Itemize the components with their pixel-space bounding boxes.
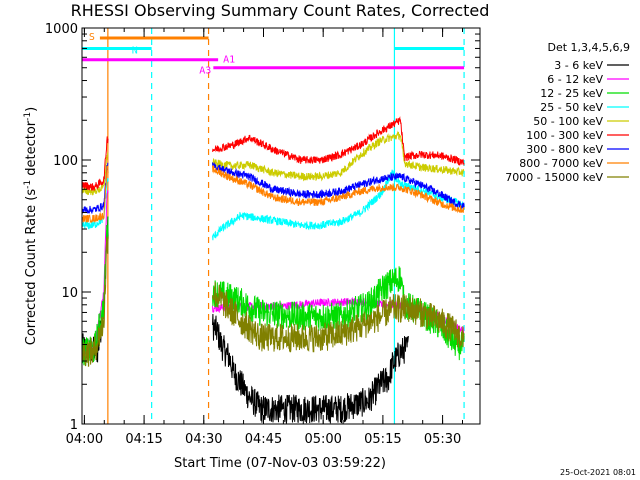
flag-label-a3: A3 [199, 66, 211, 77]
series-line-7 [81, 165, 109, 223]
legend-label: 7000 - 15000 keV [505, 171, 603, 184]
y-axis-label-end: ) [24, 107, 39, 112]
legend-title: Det 1,3,4,5,6,9 [547, 41, 630, 54]
chart-title: RHESSI Observing Summary Count Rates, Co… [71, 1, 490, 20]
x-axis-ticks: 04:00 04:15 04:30 04:45 05:00 05:15 05:30 [66, 28, 463, 447]
y-axis-label-mid: detector [24, 120, 39, 180]
series-line-8 [212, 282, 465, 353]
y-tick-label: 100 [53, 154, 78, 169]
x-tick-label: 05:30 [424, 432, 461, 447]
x-tick-label: 05:15 [364, 432, 401, 447]
y-axis-label-main: Corrected Count Rate (s [24, 189, 39, 346]
x-tick-label: 04:45 [245, 432, 282, 447]
flag-label-s: S [89, 32, 95, 43]
legend-label: 12 - 25 keV [540, 87, 603, 100]
flag-bars: S N A1 A3 [82, 32, 465, 77]
x-axis-label: Start Time (07-Nov-03 03:59:22) [174, 456, 386, 471]
series-line-5 [81, 136, 109, 191]
flag-label-a1: A1 [223, 55, 235, 66]
legend-label: 3 - 6 keV [554, 59, 603, 72]
legend-label: 800 - 7000 keV [519, 157, 603, 170]
plot-frame [81, 27, 481, 425]
y-tick-label: 1000 [45, 22, 78, 37]
y-axis-ticks: 1 10 100 1000 [45, 22, 480, 433]
legend-label: 50 - 100 keV [533, 115, 603, 128]
legend-label: 100 - 300 keV [526, 129, 603, 142]
x-tick-label: 05:00 [304, 432, 341, 447]
series-line-5 [212, 116, 465, 167]
series-line-0 [212, 313, 409, 424]
series-layer [81, 116, 465, 424]
y-axis-label-sup1: -1 [23, 180, 33, 189]
series-line-6 [212, 162, 465, 211]
series-line-4 [81, 152, 109, 196]
series-line-7 [212, 165, 465, 214]
y-tick-label: 10 [61, 286, 78, 301]
series-line-2 [212, 266, 465, 361]
flag-label-n: N [132, 45, 138, 56]
series-line-8 [81, 236, 109, 367]
y-tick-label: 1 [70, 418, 78, 433]
legend-label: 300 - 800 keV [526, 143, 603, 156]
x-tick-label: 04:00 [66, 432, 103, 447]
y-axis-label-sup2: -1 [23, 112, 33, 121]
series-line-4 [212, 130, 465, 182]
x-tick-label: 04:15 [125, 432, 162, 447]
vertical-lines [107, 28, 465, 424]
footer-timestamp: 25-Oct-2021 08:01 [560, 468, 636, 477]
y-axis-label: Corrected Count Rate (s-1 detector-1) [23, 107, 39, 345]
legend-label: 25 - 50 keV [540, 101, 603, 114]
legend-label: 6 - 12 keV [547, 73, 603, 86]
x-tick-label: 04:30 [185, 432, 222, 447]
